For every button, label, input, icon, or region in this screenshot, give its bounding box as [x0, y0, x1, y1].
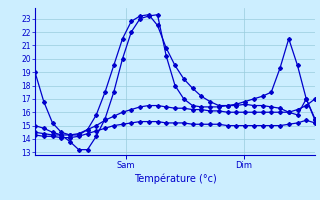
X-axis label: Température (°c): Température (°c) — [134, 174, 216, 184]
